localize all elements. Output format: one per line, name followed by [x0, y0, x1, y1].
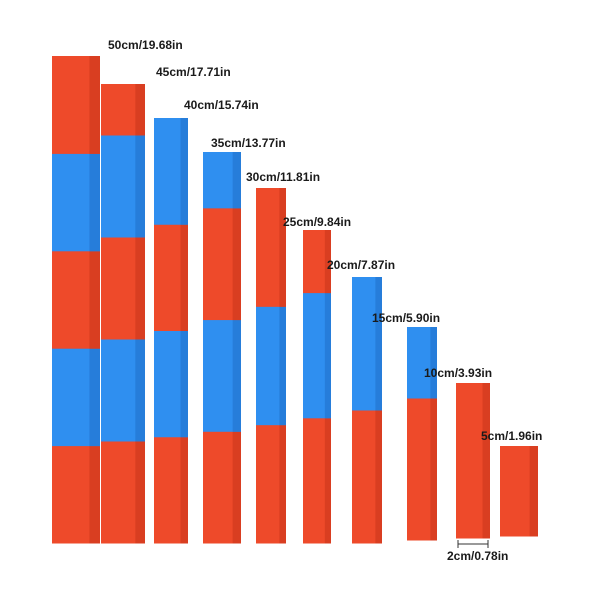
rod-10 — [500, 446, 538, 537]
rod-label-40cm: 40cm/15.74in — [184, 98, 259, 112]
rod-1-segment-2-shade — [89, 348, 100, 447]
rod-1-segment-4-shade — [89, 153, 100, 252]
rod-label-30cm: 30cm/11.81in — [246, 170, 321, 184]
rod-10-segment-1-shade — [529, 446, 538, 537]
rod-8 — [407, 327, 437, 541]
rod-2-segment-3-shade — [135, 237, 145, 340]
rod-6-segment-3-shade — [324, 230, 331, 294]
rod-4-segment-3-shade — [232, 207, 241, 321]
rod-label-35cm: 35cm/13.77in — [211, 136, 286, 150]
rod-1-segment-1-shade — [89, 445, 100, 544]
rod-5 — [256, 188, 286, 544]
rod-3-segment-1-shade — [180, 436, 188, 544]
rod-3-segment-4-shade — [180, 118, 188, 225]
rod-7 — [352, 277, 382, 544]
rod-3-segment-2-shade — [180, 330, 188, 438]
rod-5-segment-2-shade — [279, 306, 286, 426]
rod-label-20cm: 20cm/7.87in — [327, 258, 396, 272]
rod-2 — [101, 84, 145, 544]
rod-6-segment-2-shade — [324, 292, 331, 419]
rod-8-segment-1-shade — [430, 398, 437, 541]
rod-7-segment-2-shade — [375, 277, 382, 411]
rod-label-10cm: 10cm/3.93in — [424, 366, 493, 380]
rod-1-segment-3-shade — [89, 250, 100, 349]
rod-2-segment-5-shade — [135, 84, 145, 136]
rod-4-segment-2-shade — [232, 319, 241, 432]
rod-label-25cm: 25cm/9.84in — [283, 215, 352, 229]
rod-5-segment-3-shade — [279, 188, 286, 307]
rod-4-segment-1-shade — [232, 431, 241, 544]
rod-1 — [52, 56, 100, 544]
rod-6-segment-1-shade — [324, 417, 331, 544]
rod-label-50cm: 50cm/19.68in — [108, 38, 183, 52]
rod-label-15cm: 15cm/5.90in — [372, 311, 441, 325]
rod-4-segment-4-shade — [232, 152, 241, 209]
rod-1-segment-5-shade — [89, 56, 100, 154]
rod-label-5cm: 5cm/1.96in — [481, 429, 543, 443]
rod-7-segment-1-shade — [375, 410, 382, 544]
rod-2-segment-2-shade — [135, 339, 145, 442]
rod-2-segment-4-shade — [135, 135, 145, 238]
rod-3-segment-3-shade — [180, 224, 188, 331]
rod-3 — [154, 118, 188, 544]
width-dimension-marker — [457, 540, 489, 548]
width-dimension-label: 2cm/0.78in — [447, 549, 509, 563]
rod-label-45cm: 45cm/17.71in — [156, 65, 231, 79]
rod-8-segment-2-shade — [430, 327, 437, 399]
rod-6 — [303, 230, 331, 544]
rod-9-segment-1-shade — [482, 383, 490, 539]
rod-5-segment-1-shade — [279, 424, 286, 544]
rod-4 — [203, 152, 241, 544]
rod-9 — [456, 383, 490, 539]
rod-2-segment-1-shade — [135, 441, 145, 544]
